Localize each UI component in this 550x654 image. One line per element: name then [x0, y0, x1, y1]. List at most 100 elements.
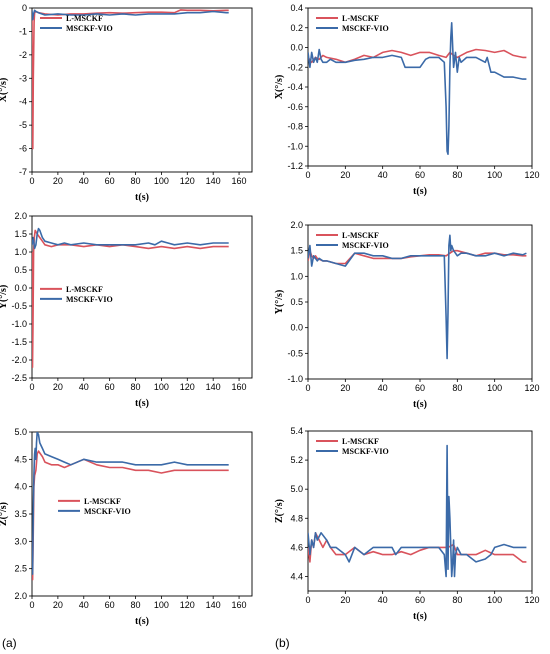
chart-b3: 0 20 40 60 80 100 120 4.4 4.6 4.8 5.0 5.2 5.4 t(s) Z(°…	[274, 426, 540, 622]
legend-label: L-MSCKF	[342, 14, 379, 23]
x-tick-label: 0	[305, 595, 310, 605]
chart-b1: 0 20 40 60 80 100 120 -1.2 -1.0 -0.8 -0.6 -0.4 -0.2 0…	[274, 3, 540, 197]
y-tick-label: 2.5	[14, 564, 27, 574]
y-tick-label: 0	[22, 3, 27, 13]
x-tick-label: 40	[378, 595, 388, 605]
series-line-msckf-vio	[308, 21, 527, 155]
panel-label-a: (a)	[2, 636, 17, 650]
legend-label: MSCKF-VIO	[342, 241, 389, 250]
series-line-l-msckf	[32, 229, 229, 369]
x-tick-label: 120	[180, 600, 195, 610]
y-tick-label: -2.0	[11, 355, 27, 365]
plot-frame	[31, 431, 253, 597]
x-tick-label: 80	[131, 176, 141, 186]
y-axis-title: Z(°/s)	[0, 502, 9, 526]
x-tick-label: 120	[524, 595, 539, 605]
legend-label: L-MSCKF	[342, 231, 379, 240]
chart-b2: 0 20 40 60 80 100 120 -1.0 -0.5 0.0 0.5 1.0 1.5 2.0 t(…	[274, 220, 540, 410]
x-tick-label: 0	[29, 600, 34, 610]
y-axis-title: Y(°/s)	[0, 285, 9, 310]
y-tick-label: 4.6	[290, 542, 303, 552]
y-tick-label: -2	[19, 50, 27, 60]
x-tick-label: 160	[232, 382, 247, 392]
legend-label: L-MSCKF	[84, 497, 121, 506]
x-tick-label: 100	[487, 595, 502, 605]
series-group	[308, 444, 527, 578]
y-tick-label: 0.5	[290, 297, 303, 307]
y-tick-label: 5.0	[290, 484, 303, 494]
series-line-l-msckf	[308, 48, 527, 64]
y-tick-label: 4.4	[290, 571, 303, 581]
y-axis-title: X(°/s)	[0, 78, 9, 103]
y-axis-title: Z(°/s)	[274, 499, 285, 523]
y-axis-title: X(°/s)	[274, 75, 285, 100]
x-tick-label: 60	[105, 600, 115, 610]
x-tick-label: 40	[378, 383, 388, 393]
x-tick-label: 100	[154, 176, 169, 186]
y-tick-label: 0.2	[290, 23, 303, 33]
series-line-msckf-vio	[32, 227, 229, 250]
x-tick-label: 0	[305, 383, 310, 393]
y-tick-label: 5.4	[290, 426, 303, 436]
x-tick-label: 40	[79, 176, 89, 186]
y-tick-label: 0.5	[14, 265, 27, 275]
chart-a1: 0 20 40 60 80 100 120 140 160 -7 -6 -5 -4 -3 -2 -1 0 t(s)…	[0, 3, 253, 203]
y-tick-label: 2.0	[290, 220, 303, 230]
x-tick-label: 100	[154, 382, 169, 392]
x-tick-label: 140	[206, 176, 221, 186]
y-tick-label: -7	[19, 167, 27, 177]
x-tick-label: 140	[206, 382, 221, 392]
legend-label: L-MSCKF	[66, 14, 103, 23]
y-tick-label: -0.5	[11, 301, 27, 311]
series-line-l-msckf	[32, 9, 229, 150]
y-tick-label: -5	[19, 120, 27, 130]
x-tick-label: 140	[206, 600, 221, 610]
y-tick-label: -2.5	[11, 373, 27, 383]
series-group	[32, 9, 229, 150]
series-line-msckf-vio	[308, 444, 527, 578]
x-tick-label: 120	[524, 383, 539, 393]
legend-label: L-MSCKF	[66, 285, 103, 294]
y-tick-label: 4.8	[290, 513, 303, 523]
series-group	[32, 432, 229, 581]
series-line-msckf-vio	[32, 9, 229, 21]
y-tick-label: -3	[19, 73, 27, 83]
y-tick-label: 5.0	[14, 427, 27, 437]
y-tick-label: -1.5	[11, 337, 27, 347]
y-tick-label: -1	[19, 26, 27, 36]
x-tick-label: 0	[305, 170, 310, 180]
x-tick-label: 100	[154, 600, 169, 610]
y-tick-label: -0.8	[287, 122, 303, 132]
y-tick-label: -1.0	[287, 141, 303, 151]
y-tick-label: -6	[19, 144, 27, 154]
series-line-msckf-vio	[32, 432, 229, 575]
legend-label: L-MSCKF	[342, 437, 379, 446]
chart-a3: 0 20 40 60 80 100 120 140 160 2.0 2.5 3.0 3.5 4.0 4.5 5…	[0, 427, 253, 627]
y-tick-label: -0.5	[287, 348, 303, 358]
series-line-l-msckf	[308, 249, 527, 265]
y-tick-label: 1.5	[290, 246, 303, 256]
y-tick-label: 3.5	[14, 509, 27, 519]
x-tick-label: 40	[79, 600, 89, 610]
x-axis-title: t(s)	[135, 398, 149, 409]
series-group	[32, 227, 229, 369]
y-tick-label: -1.2	[287, 161, 303, 171]
x-tick-label: 60	[105, 176, 115, 186]
y-tick-label: -0.4	[287, 82, 303, 92]
legend-label: MSCKF-VIO	[342, 447, 389, 456]
y-tick-label: 0.4	[290, 3, 303, 13]
x-tick-label: 120	[180, 176, 195, 186]
x-axis-title: t(s)	[135, 192, 149, 203]
plot-frame	[31, 215, 253, 379]
chart-a2: 0 20 40 60 80 100 120 140 160 -2.5 -2.0 -1.5 -1.0 -0.…	[0, 211, 253, 409]
x-tick-label: 0	[29, 176, 34, 186]
x-tick-label: 20	[53, 176, 63, 186]
y-tick-label: 5.2	[290, 455, 303, 465]
x-tick-label: 20	[53, 600, 63, 610]
series-group	[308, 21, 527, 155]
y-tick-label: -1.0	[287, 374, 303, 384]
y-tick-label: -1.0	[11, 319, 27, 329]
x-tick-label: 160	[232, 176, 247, 186]
